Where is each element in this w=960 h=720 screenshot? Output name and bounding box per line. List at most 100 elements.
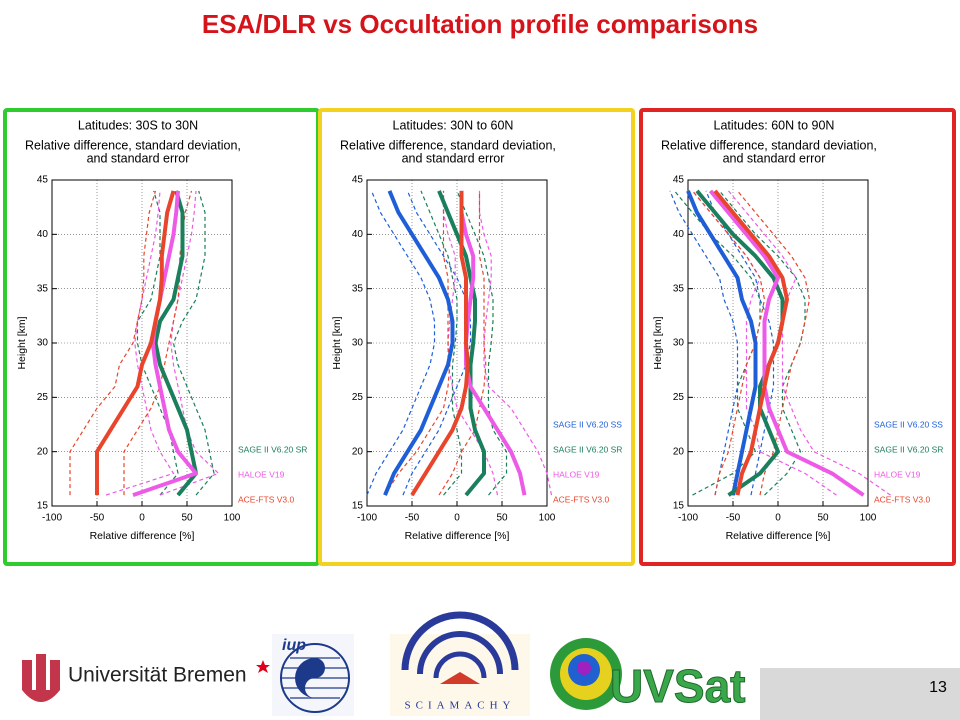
std-line	[420, 190, 463, 496]
panel-frame	[318, 108, 635, 566]
y-tick-label: 35	[673, 283, 685, 294]
std-line	[719, 190, 806, 496]
logo-text: SCIAMACHY	[404, 700, 515, 712]
y-tick-label: 35	[37, 283, 49, 294]
x-tick-label: 100	[539, 513, 556, 524]
std-line	[123, 190, 193, 496]
legend-entry: ACE-FTS V3.0	[874, 494, 930, 504]
iup-logo: iup	[272, 634, 354, 716]
legend-entry: SAGE II V6.20 SR	[553, 444, 622, 454]
y-tick-label: 45	[352, 175, 364, 186]
chart-subtitle: Relative difference, standard deviation,	[340, 138, 556, 152]
panel-frame	[639, 108, 956, 566]
std-line	[384, 190, 451, 496]
x-tick-label: 0	[139, 513, 145, 524]
x-tick-label: -50	[90, 513, 105, 524]
std-line	[105, 190, 175, 496]
y-tick-label: 30	[352, 338, 364, 349]
mean-line	[686, 190, 758, 496]
x-tick-label: 0	[454, 513, 460, 524]
std-line	[69, 190, 157, 496]
mean-line	[708, 189, 865, 497]
y-tick-label: 40	[673, 229, 685, 240]
mean-line	[410, 190, 470, 497]
sciamachy-logo: SCIAMACHY	[390, 611, 530, 716]
std-line	[478, 190, 553, 496]
chart-panel: Latitudes: 30N to 60N Relative difference…	[318, 108, 635, 566]
x-axis-label: Relative difference [%]	[90, 530, 195, 542]
plot-frame	[687, 179, 869, 507]
y-tick-label: 20	[37, 446, 49, 457]
plot-frame	[366, 179, 548, 507]
std-line	[402, 190, 472, 496]
y-tick-label: 30	[673, 338, 685, 349]
chart-title: Latitudes: 30S to 30N	[78, 118, 198, 132]
y-tick-label: 25	[352, 392, 364, 403]
y-tick-label: 45	[37, 175, 49, 186]
chart-subtitle: and standard error	[87, 151, 190, 165]
x-tick-label: -100	[42, 513, 62, 524]
x-tick-label: -50	[405, 513, 420, 524]
legend-entry: SAGE II V6.20 SR	[238, 444, 307, 454]
y-tick-label: 40	[352, 229, 364, 240]
x-tick-label: 100	[860, 513, 877, 524]
y-axis-label: Height [km]	[652, 316, 664, 369]
uvsat-logo: UVSat	[550, 638, 746, 713]
legend-entry: SAGE II V6.20 SS	[874, 419, 943, 429]
legend-entry: ACE-FTS V3.0	[238, 494, 294, 504]
chart-subtitle: Relative difference, standard deviation,	[661, 138, 877, 152]
std-line	[737, 190, 811, 496]
y-tick-label: 15	[673, 501, 685, 512]
std-line	[136, 190, 179, 496]
y-tick-label: 20	[352, 446, 364, 457]
x-tick-label: 50	[817, 513, 829, 524]
plot-frame	[51, 179, 233, 507]
x-axis-label: Relative difference [%]	[405, 530, 510, 542]
x-tick-label: -100	[357, 513, 377, 524]
legend-entry: SAGE II V6.20 SR	[874, 444, 943, 454]
logo-text: iup	[282, 637, 306, 654]
chart-title: Latitudes: 60N to 90N	[714, 118, 835, 132]
y-tick-label: 30	[37, 338, 49, 349]
x-axis-label: Relative difference [%]	[726, 530, 831, 542]
mean-line	[153, 190, 198, 497]
std-line	[172, 190, 215, 496]
footer-bar	[760, 668, 960, 720]
legend-entry: HALOE V19	[238, 469, 285, 479]
page-number: 13	[929, 679, 947, 696]
x-tick-label: -50	[726, 513, 741, 524]
std-line	[669, 190, 739, 496]
y-tick-label: 40	[37, 229, 49, 240]
bremen-logo: Universität Bremen	[22, 654, 270, 702]
std-line	[456, 190, 508, 496]
mean-line	[95, 190, 176, 496]
legend-entry: SAGE II V6.20 SS	[553, 419, 622, 429]
chart-panel: Latitudes: 60N to 90N Relative difference…	[639, 108, 956, 566]
std-line	[728, 190, 891, 496]
x-tick-label: -100	[678, 513, 698, 524]
legend-entry: HALOE V19	[874, 469, 921, 479]
y-tick-label: 35	[352, 283, 364, 294]
mean-line	[383, 190, 455, 496]
chart-subtitle: and standard error	[723, 151, 826, 165]
x-tick-label: 100	[224, 513, 241, 524]
chart-subtitle: Relative difference, standard deviation,	[25, 138, 241, 152]
y-tick-label: 15	[352, 501, 364, 512]
y-tick-label: 25	[37, 392, 49, 403]
std-line	[705, 190, 775, 496]
legend-entry: ACE-FTS V3.0	[553, 494, 609, 504]
y-axis-label: Height [km]	[331, 316, 343, 369]
slide-title: ESA/DLR vs Occultation profile compariso…	[202, 9, 758, 39]
logo-text: UVSat	[610, 660, 745, 712]
y-tick-label: 20	[673, 446, 685, 457]
y-tick-label: 15	[37, 501, 49, 512]
chart-subtitle: and standard error	[402, 151, 505, 165]
x-tick-label: 50	[496, 513, 508, 524]
x-tick-label: 50	[181, 513, 193, 524]
std-line	[438, 190, 487, 496]
y-tick-label: 45	[673, 175, 685, 186]
legend-entry: HALOE V19	[553, 469, 600, 479]
y-axis-label: Height [km]	[16, 316, 28, 369]
